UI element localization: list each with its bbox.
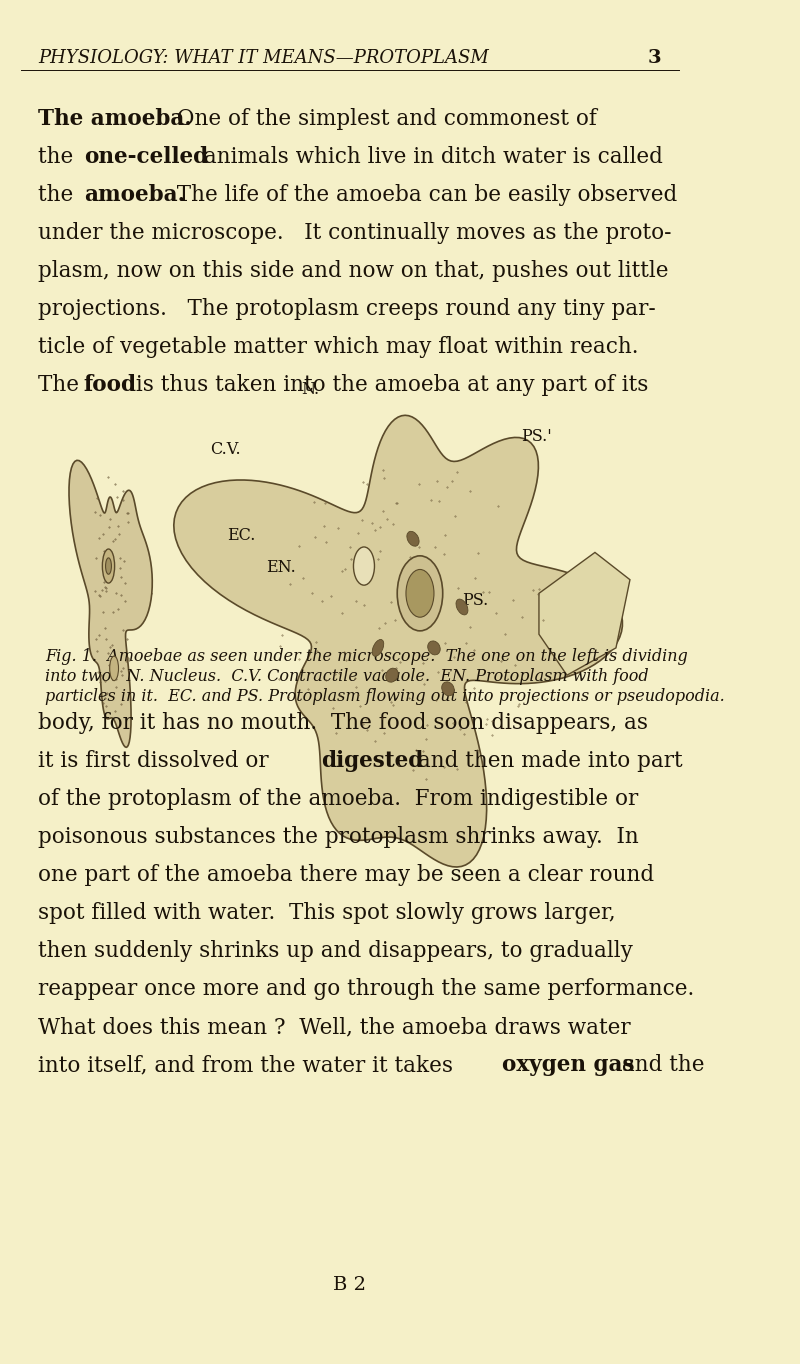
Ellipse shape bbox=[372, 640, 384, 656]
Text: Fig. 1.  Amoebae as seen under the microscope.  The one on the left is dividing: Fig. 1. Amoebae as seen under the micros… bbox=[46, 648, 688, 666]
Text: The amoeba.: The amoeba. bbox=[38, 108, 192, 130]
Text: B 2: B 2 bbox=[334, 1275, 366, 1294]
Text: then suddenly shrinks up and disappears, to gradually: then suddenly shrinks up and disappears,… bbox=[38, 940, 634, 962]
Text: EN.: EN. bbox=[266, 558, 296, 576]
Polygon shape bbox=[174, 415, 622, 868]
Text: spot filled with water.  This spot slowly grows larger,: spot filled with water. This spot slowly… bbox=[38, 902, 616, 923]
Text: C.V.: C.V. bbox=[210, 442, 241, 458]
Ellipse shape bbox=[110, 656, 118, 681]
Ellipse shape bbox=[386, 668, 398, 682]
Text: projections.   The protoplasm creeps round any tiny par-: projections. The protoplasm creeps round… bbox=[38, 297, 656, 321]
Text: What does this mean ?  Well, the amoeba draws water: What does this mean ? Well, the amoeba d… bbox=[38, 1016, 631, 1038]
Text: it is first dissolved or: it is first dissolved or bbox=[38, 750, 276, 772]
Text: one-celled: one-celled bbox=[84, 146, 208, 168]
Text: into two.  N. Nucleus.  C.V. Contractile vacuole.  EN. Protoplasm with food: into two. N. Nucleus. C.V. Contractile v… bbox=[46, 668, 649, 685]
Ellipse shape bbox=[428, 641, 440, 655]
Polygon shape bbox=[539, 552, 630, 675]
Ellipse shape bbox=[456, 599, 468, 615]
Ellipse shape bbox=[106, 558, 111, 574]
Text: under the microscope.   It continually moves as the proto-: under the microscope. It continually mov… bbox=[38, 222, 672, 244]
Text: and then made into part: and then made into part bbox=[411, 750, 683, 772]
Text: body, for it has no mouth.  The food soon disappears, as: body, for it has no mouth. The food soon… bbox=[38, 712, 649, 734]
Ellipse shape bbox=[442, 682, 454, 696]
Text: 3: 3 bbox=[648, 49, 662, 67]
Ellipse shape bbox=[102, 550, 114, 584]
Text: particles in it.  EC. and PS. Protoplasm flowing out into projections or pseudop: particles in it. EC. and PS. Protoplasm … bbox=[46, 687, 726, 705]
Text: one part of the amoeba there may be seen a clear round: one part of the amoeba there may be seen… bbox=[38, 863, 654, 887]
Text: EC.: EC. bbox=[227, 527, 256, 543]
Text: ticle of vegetable matter which may float within reach.: ticle of vegetable matter which may floa… bbox=[38, 336, 639, 357]
Ellipse shape bbox=[407, 532, 419, 546]
Polygon shape bbox=[69, 460, 152, 747]
Text: the: the bbox=[38, 184, 81, 206]
Text: reappear once more and go through the same performance.: reappear once more and go through the sa… bbox=[38, 978, 694, 1000]
Text: amoeba.: amoeba. bbox=[84, 184, 185, 206]
Text: of the protoplasm of the amoeba.  From indigestible or: of the protoplasm of the amoeba. From in… bbox=[38, 788, 638, 810]
Text: plasm, now on this side and now on that, pushes out little: plasm, now on this side and now on that,… bbox=[38, 261, 669, 282]
Ellipse shape bbox=[398, 557, 442, 630]
Text: oxygen gas: oxygen gas bbox=[502, 1054, 634, 1076]
Text: animals which live in ditch water is called: animals which live in ditch water is cal… bbox=[197, 146, 662, 168]
Text: PHYSIOLOGY: WHAT IT MEANS—PROTOPLASM: PHYSIOLOGY: WHAT IT MEANS—PROTOPLASM bbox=[38, 49, 490, 67]
Text: is thus taken into the amoeba at any part of its: is thus taken into the amoeba at any par… bbox=[129, 374, 648, 396]
Text: the: the bbox=[38, 146, 81, 168]
Text: N.: N. bbox=[301, 382, 319, 398]
Text: and the: and the bbox=[615, 1054, 704, 1076]
Text: digested: digested bbox=[321, 750, 423, 772]
Text: PS.': PS.' bbox=[522, 428, 552, 446]
Text: PS.: PS. bbox=[462, 592, 488, 608]
Text: food: food bbox=[84, 374, 137, 396]
Ellipse shape bbox=[406, 570, 434, 617]
Text: One of the simplest and commonest of: One of the simplest and commonest of bbox=[163, 108, 597, 130]
Text: The life of the amoeba can be easily observed: The life of the amoeba can be easily obs… bbox=[163, 184, 677, 206]
Text: poisonous substances the protoplasm shrinks away.  In: poisonous substances the protoplasm shri… bbox=[38, 827, 639, 848]
Ellipse shape bbox=[354, 547, 374, 585]
Text: The: The bbox=[38, 374, 86, 396]
Text: into itself, and from the water it takes: into itself, and from the water it takes bbox=[38, 1054, 460, 1076]
